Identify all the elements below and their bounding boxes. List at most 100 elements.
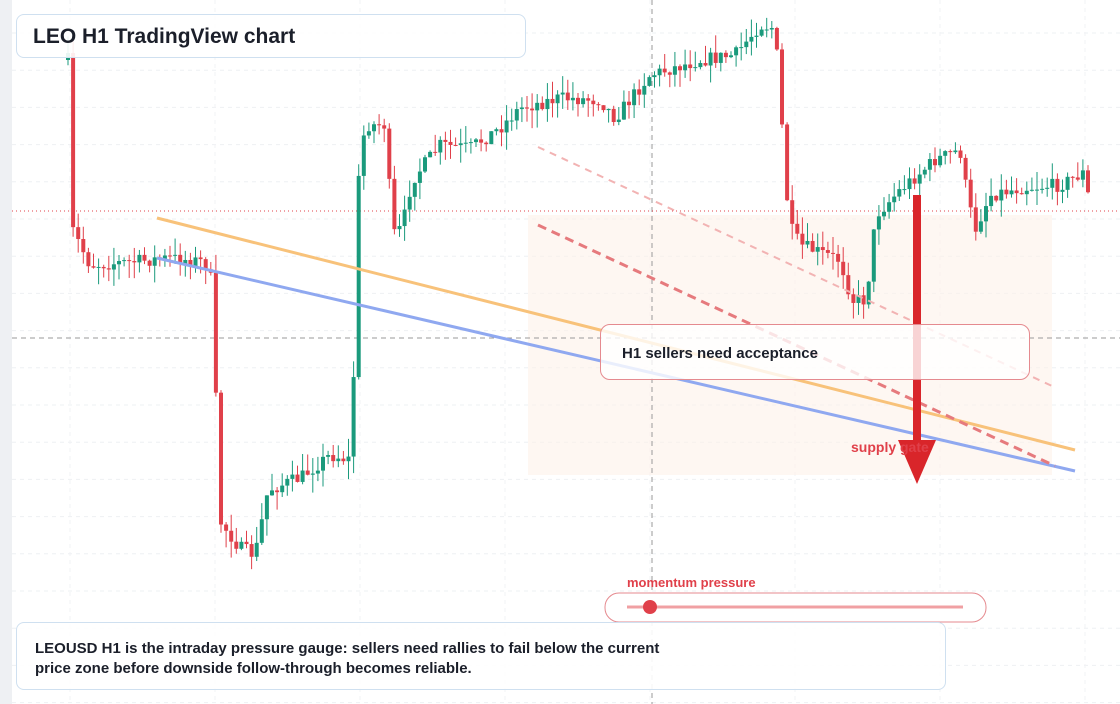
candle-body bbox=[382, 125, 387, 129]
candle-body bbox=[581, 98, 586, 105]
candle-body bbox=[1029, 189, 1034, 191]
candle-body bbox=[168, 255, 172, 257]
footer-text: LEOUSD H1 is the intraday pressure gauge… bbox=[35, 640, 660, 677]
candle-body bbox=[616, 119, 621, 123]
candle-body bbox=[861, 295, 866, 305]
candle-body bbox=[1024, 190, 1029, 195]
candle-body bbox=[897, 189, 902, 197]
candle-body bbox=[377, 124, 382, 126]
candle-body bbox=[259, 519, 264, 543]
candle-body bbox=[111, 264, 116, 270]
candle-body bbox=[774, 27, 779, 50]
candle-body bbox=[76, 227, 81, 240]
candle-body bbox=[468, 142, 473, 144]
candle-body bbox=[147, 260, 152, 266]
candle-body bbox=[132, 261, 137, 263]
candle-body bbox=[790, 200, 795, 224]
candle-body bbox=[596, 104, 601, 106]
candle-body bbox=[780, 49, 784, 125]
candle-body bbox=[611, 108, 616, 123]
candle-body bbox=[856, 295, 861, 303]
candle-body bbox=[142, 254, 147, 261]
candle-body bbox=[438, 139, 443, 153]
candle-body bbox=[71, 53, 76, 228]
candle-body bbox=[489, 131, 494, 145]
candle-body bbox=[1009, 190, 1014, 195]
candle-body bbox=[341, 458, 346, 462]
candle-body bbox=[336, 458, 341, 462]
candle-body bbox=[1050, 178, 1055, 188]
candle-body bbox=[846, 275, 851, 295]
candle-body bbox=[239, 541, 244, 549]
momentum-label: momentum pressure bbox=[627, 575, 756, 590]
candle-body bbox=[693, 67, 698, 69]
candle-body bbox=[647, 77, 652, 86]
candle-body bbox=[871, 229, 876, 282]
candle-body bbox=[1065, 176, 1070, 190]
candle-body bbox=[683, 64, 688, 71]
candle-body bbox=[183, 259, 188, 265]
candle-body bbox=[815, 247, 820, 252]
candle-body bbox=[973, 207, 978, 232]
candle-body bbox=[688, 64, 693, 69]
candle-body bbox=[162, 255, 167, 260]
candle-body bbox=[91, 266, 96, 268]
candle-body bbox=[1004, 189, 1009, 195]
candle-body bbox=[876, 216, 881, 230]
candle-body bbox=[402, 209, 407, 227]
candle-body bbox=[927, 159, 932, 170]
candle-body bbox=[718, 52, 723, 63]
candle-body bbox=[188, 259, 193, 267]
candle-body bbox=[907, 178, 912, 190]
candle-body bbox=[606, 108, 611, 111]
candle-body bbox=[882, 211, 886, 217]
candle-body bbox=[213, 272, 218, 393]
title: LEO H1 TradingView chart bbox=[33, 25, 296, 48]
candle-body bbox=[621, 101, 626, 120]
candle-body bbox=[703, 63, 708, 66]
candle-body bbox=[892, 196, 897, 203]
candle-body bbox=[550, 98, 555, 104]
title-box: LEO H1 TradingView chart bbox=[16, 14, 526, 58]
candle-body bbox=[586, 98, 591, 101]
candle-body bbox=[642, 85, 647, 95]
candle-body bbox=[1055, 178, 1060, 192]
candle-body bbox=[86, 252, 91, 267]
candle-body bbox=[254, 542, 259, 557]
candle-body bbox=[637, 89, 642, 95]
candle-body bbox=[244, 541, 249, 545]
candle-body bbox=[851, 294, 856, 303]
candle-body bbox=[397, 226, 402, 230]
candle-body bbox=[734, 47, 739, 56]
candle-body bbox=[657, 68, 662, 76]
candle-body bbox=[989, 195, 994, 207]
candle-body bbox=[1060, 189, 1065, 192]
candle-body bbox=[326, 455, 331, 457]
candle-body bbox=[106, 268, 111, 270]
candle-body bbox=[173, 254, 178, 256]
candle-body bbox=[484, 142, 489, 145]
candle-body bbox=[525, 107, 529, 109]
candle-body bbox=[933, 159, 937, 166]
candle-body bbox=[1075, 177, 1080, 180]
candle-body bbox=[708, 52, 713, 66]
candle-body bbox=[902, 189, 907, 191]
candle-body bbox=[122, 260, 127, 262]
candle-body bbox=[601, 105, 606, 111]
candle-body bbox=[560, 92, 565, 95]
candle-body bbox=[417, 171, 422, 183]
candle-body bbox=[749, 36, 754, 42]
candle-body bbox=[1080, 170, 1085, 180]
candle-body bbox=[627, 101, 631, 106]
left-rail bbox=[0, 0, 12, 704]
candle-body bbox=[372, 124, 376, 132]
candle-body bbox=[963, 157, 968, 180]
candle-body bbox=[453, 144, 458, 146]
candle-body bbox=[723, 52, 728, 58]
candle-body bbox=[810, 240, 815, 252]
candle-body bbox=[555, 94, 560, 104]
candle-body bbox=[275, 490, 280, 493]
candle-body bbox=[387, 128, 392, 179]
candle-body bbox=[570, 97, 575, 101]
